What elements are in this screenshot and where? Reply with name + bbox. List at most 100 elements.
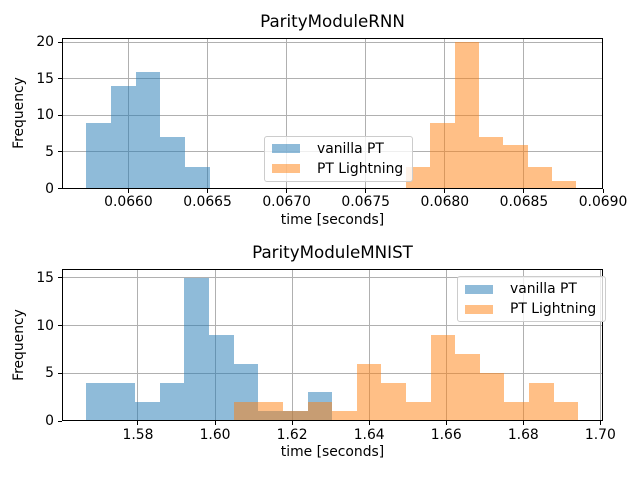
axis-spine-left: [62, 268, 63, 421]
gridline-horizontal: [62, 372, 603, 374]
vanilla-pt-bar: [160, 137, 186, 189]
vanilla-pt-bar: [159, 382, 185, 421]
gridline-horizontal: [62, 325, 603, 327]
y-tick: [58, 325, 62, 327]
gridline-vertical: [522, 268, 524, 421]
pt-lightning-bar: [258, 401, 283, 421]
x-tick: [365, 188, 367, 193]
pt-lightning-bar: [430, 335, 456, 421]
gridline-vertical: [286, 37, 288, 189]
axis-spine-bottom: [62, 420, 603, 421]
x-tick: [286, 188, 288, 193]
y-tick-label: 10: [36, 317, 54, 334]
x-tick: [445, 421, 447, 425]
legend-item: PT Lightning: [465, 299, 596, 319]
pt-lightning-bar: [527, 166, 553, 189]
gridline-vertical: [444, 37, 446, 189]
x-tick-label: 0.0665: [183, 194, 232, 210]
pt-lightning-bar: [478, 137, 504, 189]
gridline-horizontal: [62, 114, 603, 116]
gridline-vertical: [137, 268, 139, 421]
y-tick: [58, 151, 62, 153]
x-tick: [207, 188, 209, 193]
legend-item-label: vanilla PT: [510, 281, 577, 297]
axis-spine-right: [602, 268, 603, 421]
x-tick: [602, 188, 604, 193]
x-tick-label: 0.0675: [341, 194, 391, 210]
x-tick-label: 1.60: [199, 426, 231, 443]
x-tick-label: 0.0685: [499, 194, 549, 210]
x-tick: [127, 188, 129, 193]
y-tick: [58, 188, 62, 189]
x-tick-label: 0.0690: [578, 194, 628, 210]
y-tick: [58, 114, 62, 116]
vanilla-pt-bar: [86, 122, 112, 189]
legend-item-label: vanilla PT: [317, 140, 384, 157]
x-axis-label-mnist: time [seconds]: [280, 444, 385, 460]
vanilla-pt-bar: [184, 277, 210, 421]
gridline-vertical: [368, 268, 370, 421]
y-tick-label: 20: [36, 34, 54, 51]
axis-spine-top: [62, 268, 603, 270]
legend-item: vanilla PT: [272, 139, 403, 159]
y-tick: [58, 78, 62, 80]
pt-lightning-bar: [307, 401, 333, 421]
legend-item: PT Lightning: [272, 159, 403, 179]
vanilla-pt-bar: [110, 382, 136, 421]
chart-title-mnist: ParityModuleMNIST: [252, 242, 413, 262]
pt-lightning-bar: [504, 401, 530, 421]
y-tick-label: 0: [45, 180, 54, 197]
legend-item-label: PT Lightning: [317, 160, 404, 177]
gridline-horizontal: [62, 277, 603, 279]
pt-lightning-bar: [454, 42, 479, 189]
x-tick-label: 1.58: [122, 426, 154, 443]
legend-item-label: PT Lightning: [510, 301, 597, 317]
legend-item: vanilla PT: [465, 279, 596, 299]
gridline-vertical: [207, 37, 209, 189]
y-tick-label: 15: [36, 70, 54, 87]
gridline-vertical: [291, 268, 293, 421]
y-tick-label: 5: [45, 143, 54, 160]
y-tick-label: 5: [45, 365, 54, 382]
legend: vanilla PT PT Lightning: [264, 135, 414, 182]
y-tick-label: 10: [36, 107, 54, 124]
pt-lightning-bar: [455, 354, 480, 421]
vanilla-pt-legend-swatch: [465, 284, 493, 294]
vanilla-pt-bar: [185, 166, 210, 189]
x-tick: [523, 188, 525, 193]
vanilla-pt-bar: [135, 71, 161, 189]
y-tick-label: 15: [36, 269, 54, 286]
vanilla-pt-bar: [85, 382, 111, 421]
pt-lightning-bar: [503, 144, 528, 189]
pt-lightning-bar: [405, 401, 431, 421]
pt-lightning-bar: [479, 373, 505, 421]
x-tick-label: 0.0660: [104, 194, 153, 210]
gridline-vertical: [523, 37, 525, 189]
vanilla-pt-bar: [209, 335, 234, 421]
gridline-vertical: [599, 268, 601, 421]
gridline-vertical: [365, 37, 367, 189]
pt-lightning-bar: [430, 122, 455, 189]
pt-lightning-bar: [552, 181, 577, 189]
x-tick: [599, 421, 601, 425]
x-tick-label: 1.66: [430, 426, 462, 443]
x-tick: [291, 421, 293, 425]
axis-spine-top: [62, 37, 603, 39]
pt-lightning-bar: [332, 411, 357, 421]
pt-lightning-bar: [381, 382, 406, 421]
pt-lightning-legend-swatch: [465, 304, 493, 314]
x-tick: [214, 421, 216, 425]
chart-title-rnn: ParityModuleRNN: [260, 11, 405, 31]
x-tick-label: 1.68: [507, 426, 539, 443]
x-tick-label: 1.70: [584, 426, 616, 443]
y-tick: [58, 41, 62, 43]
pt-lightning-bar: [529, 382, 554, 421]
axis-spine-left: [62, 37, 63, 189]
gridline-horizontal: [62, 41, 603, 43]
x-tick-label: 0.0670: [262, 194, 311, 210]
y-tick: [58, 372, 62, 374]
pt-lightning-bar: [282, 411, 308, 421]
pt-lightning-bar: [356, 363, 382, 421]
